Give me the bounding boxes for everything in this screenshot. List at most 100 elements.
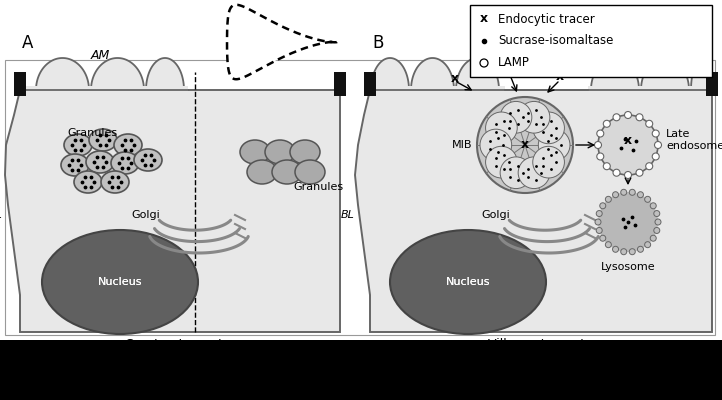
Text: A: A xyxy=(22,34,33,52)
Circle shape xyxy=(604,163,610,170)
Bar xyxy=(0,340,722,400)
Polygon shape xyxy=(145,58,185,90)
Ellipse shape xyxy=(134,149,162,171)
Circle shape xyxy=(654,210,660,216)
Circle shape xyxy=(500,102,532,133)
Circle shape xyxy=(605,196,612,202)
Polygon shape xyxy=(5,90,340,332)
Text: Nucleus: Nucleus xyxy=(445,277,490,287)
Text: x: x xyxy=(480,12,488,26)
Bar xyxy=(370,86,505,92)
Circle shape xyxy=(500,157,532,188)
Circle shape xyxy=(652,153,659,160)
Circle shape xyxy=(654,228,660,234)
Bar xyxy=(588,86,715,92)
Polygon shape xyxy=(410,58,455,90)
Circle shape xyxy=(651,203,656,209)
Circle shape xyxy=(621,249,627,255)
Bar xyxy=(470,5,712,77)
Bar xyxy=(706,72,718,96)
Ellipse shape xyxy=(290,140,320,164)
Circle shape xyxy=(655,219,661,225)
Ellipse shape xyxy=(86,151,114,173)
Bar xyxy=(334,72,346,96)
Text: AM: AM xyxy=(90,49,110,62)
Text: Granules: Granules xyxy=(293,182,343,192)
Circle shape xyxy=(480,59,488,67)
Circle shape xyxy=(486,146,517,178)
Circle shape xyxy=(655,142,661,148)
Text: MIB: MIB xyxy=(451,140,472,150)
Circle shape xyxy=(480,129,512,161)
Circle shape xyxy=(612,246,619,252)
Polygon shape xyxy=(690,58,715,90)
Circle shape xyxy=(638,246,643,252)
Circle shape xyxy=(645,242,651,248)
Circle shape xyxy=(596,228,602,234)
Circle shape xyxy=(477,97,573,193)
Bar xyxy=(5,60,715,335)
Circle shape xyxy=(597,153,604,160)
Ellipse shape xyxy=(42,230,198,334)
Text: AM: AM xyxy=(651,49,669,62)
Ellipse shape xyxy=(111,152,139,174)
Circle shape xyxy=(539,129,570,161)
Circle shape xyxy=(621,189,627,195)
Circle shape xyxy=(645,120,653,127)
Bar xyxy=(14,72,26,96)
Circle shape xyxy=(595,219,601,225)
Circle shape xyxy=(518,157,550,188)
Text: Golgi: Golgi xyxy=(482,210,510,220)
Text: Nucleus: Nucleus xyxy=(445,277,490,287)
Circle shape xyxy=(612,192,619,198)
Polygon shape xyxy=(90,58,145,90)
Text: Endocytic tracer: Endocytic tracer xyxy=(498,12,595,26)
Polygon shape xyxy=(370,58,410,90)
Circle shape xyxy=(533,146,565,178)
Circle shape xyxy=(605,242,612,248)
Ellipse shape xyxy=(295,160,325,184)
Circle shape xyxy=(630,189,635,195)
Ellipse shape xyxy=(61,154,89,176)
Ellipse shape xyxy=(272,160,302,184)
Text: x: x xyxy=(624,134,632,148)
Ellipse shape xyxy=(101,171,129,193)
Circle shape xyxy=(486,112,517,144)
Circle shape xyxy=(600,235,606,241)
Circle shape xyxy=(597,130,604,137)
Polygon shape xyxy=(227,5,337,79)
Circle shape xyxy=(600,203,606,209)
Circle shape xyxy=(598,192,658,252)
Polygon shape xyxy=(640,58,690,90)
Bar xyxy=(364,72,376,96)
Text: Sucrase-isomaltase: Sucrase-isomaltase xyxy=(498,34,614,48)
Circle shape xyxy=(638,192,643,198)
Text: x: x xyxy=(521,138,529,152)
Text: Granules: Granules xyxy=(67,128,117,138)
Text: Golgi: Golgi xyxy=(131,210,160,220)
Text: BL: BL xyxy=(0,210,3,220)
Circle shape xyxy=(625,172,632,178)
Polygon shape xyxy=(590,58,640,90)
Text: BL: BL xyxy=(341,210,355,220)
Ellipse shape xyxy=(265,140,295,164)
Text: B: B xyxy=(372,34,383,52)
Ellipse shape xyxy=(240,140,270,164)
Circle shape xyxy=(636,114,643,121)
Text: Villus enterocyte: Villus enterocyte xyxy=(487,338,593,351)
Text: Lysosome: Lysosome xyxy=(601,262,656,272)
Circle shape xyxy=(598,115,658,175)
Circle shape xyxy=(625,112,632,118)
Text: Crypt enterocyte: Crypt enterocyte xyxy=(125,338,231,351)
Polygon shape xyxy=(455,58,500,90)
Circle shape xyxy=(594,142,601,148)
Text: LAMP: LAMP xyxy=(498,56,530,70)
Circle shape xyxy=(613,169,620,176)
Circle shape xyxy=(645,196,651,202)
Text: x: x xyxy=(556,70,564,84)
Circle shape xyxy=(533,112,565,144)
Circle shape xyxy=(604,120,610,127)
Ellipse shape xyxy=(74,171,102,193)
Ellipse shape xyxy=(64,134,92,156)
Ellipse shape xyxy=(390,230,546,334)
